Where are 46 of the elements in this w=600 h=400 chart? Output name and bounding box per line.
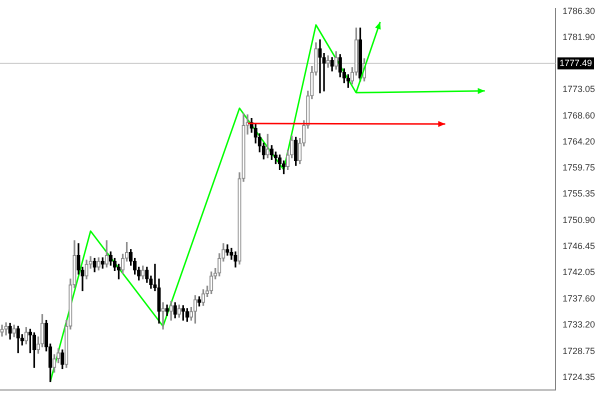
- candlestick: [161, 302, 165, 330]
- y-tick-label: 1786.30: [562, 6, 596, 16]
- candlestick: [92, 258, 96, 272]
- candlestick: [278, 154, 282, 170]
- candlestick: [8, 322, 12, 340]
- candlestick: [24, 327, 28, 344]
- candlestick: [201, 289, 206, 306]
- candlestick: [177, 304, 181, 318]
- candlestick: [104, 240, 108, 268]
- candlestick: [4, 322, 8, 336]
- candlestick: [0, 324, 4, 337]
- candlestick: [181, 305, 185, 321]
- y-tick-label: 1742.05: [562, 267, 596, 278]
- y-tick-label: 1773.05: [562, 84, 596, 94]
- candlestick: [84, 260, 88, 280]
- candlestick: [169, 301, 173, 321]
- candlestick: [60, 350, 64, 370]
- y-tick-label: 1768.60: [562, 110, 596, 120]
- y-tick-label: 1746.45: [562, 241, 596, 252]
- candlestick: [209, 272, 214, 294]
- y-tick-label: 1728.75: [562, 346, 596, 356]
- y-tick-label: 1764.20: [562, 136, 596, 146]
- candlestick: [193, 295, 198, 324]
- y-tick-label: 1733.20: [562, 320, 596, 330]
- y-tick-label: 1737.60: [562, 294, 596, 304]
- candlestick: [266, 134, 270, 158]
- candlestick: [12, 324, 16, 338]
- y-tick-label: 1724.35: [562, 372, 596, 382]
- candlestick: [270, 145, 274, 160]
- candlestick: [56, 348, 60, 364]
- candlestick: [318, 39, 322, 94]
- candlestick: [165, 304, 169, 316]
- candlestick: [326, 55, 330, 68]
- y-tick-label: 1781.90: [562, 32, 596, 42]
- candlestick: [330, 57, 334, 72]
- y-tick-label: 1755.35: [562, 188, 596, 199]
- y-tick-label: 1750.90: [562, 214, 596, 225]
- candlestick: [173, 302, 177, 318]
- candlestick: [338, 54, 342, 78]
- ref-line-label: 1777.49: [559, 58, 592, 68]
- candlestick: [334, 51, 338, 70]
- candlestick: [141, 266, 145, 280]
- y-tick-label: 1759.75: [562, 162, 596, 173]
- candlestick: [96, 257, 100, 270]
- candlestick: [185, 308, 189, 322]
- candlestick: [32, 332, 36, 368]
